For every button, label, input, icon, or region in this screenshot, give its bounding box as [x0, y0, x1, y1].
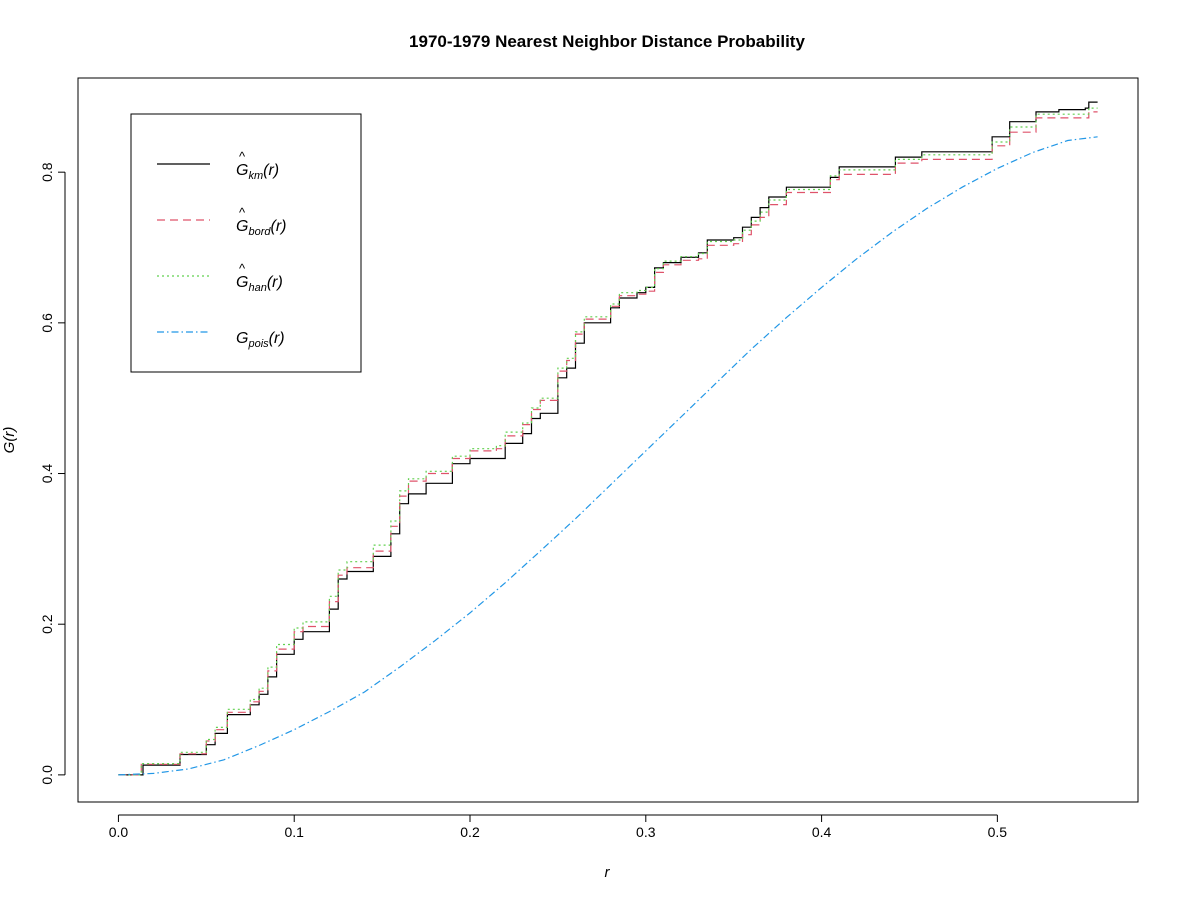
legend-hat-han: ^: [239, 261, 246, 276]
y-tick-label-group: 0.0: [39, 765, 55, 785]
x-tick-label: 0.3: [636, 824, 656, 840]
x-axis: 0.0 0.1 0.2 0.3 0.4 0.5: [109, 814, 1008, 840]
legend-label-bord: Gbord(r): [236, 218, 286, 238]
y-tick-label: 0.4: [39, 464, 55, 484]
y-tick-label-group: 0.4: [39, 464, 55, 484]
y-tick-label-group: 0.2: [39, 614, 55, 634]
y-tick-label-group: 0.6: [39, 313, 55, 333]
y-axis: 0.0 0.2 0.4 0.6 0.8: [39, 162, 66, 785]
y-tick-label: 0.2: [39, 614, 55, 634]
x-tick-label: 0.4: [812, 824, 832, 840]
y-tick-label: 0.6: [39, 313, 55, 333]
y-tick-label: 0.8: [39, 162, 55, 182]
x-tick-label: 0.1: [284, 824, 304, 840]
legend-label-han: Ghan(r): [236, 274, 283, 294]
legend-hat-bord: ^: [239, 205, 246, 220]
legend: Gkm(r)^Gbord(r)^Ghan(r)^Gpois(r): [130, 113, 362, 373]
legend-label-pois: Gpois(r): [236, 330, 285, 350]
y-axis-label: G(r): [1, 427, 18, 454]
x-tick-label: 0.0: [109, 824, 129, 840]
series-layer: [118, 101, 1098, 776]
x-axis-label: r: [605, 864, 611, 881]
series-km-line: [118, 101, 1098, 776]
legend-hat-km: ^: [239, 149, 246, 164]
x-tick-label: 0.2: [460, 824, 480, 840]
x-tick-label: 0.5: [988, 824, 1008, 840]
plot-frame: [77, 77, 1139, 803]
y-tick-label: 0.0: [39, 765, 55, 785]
series-pois-line: [118, 136, 1098, 776]
svg-text:G(r): G(r): [1, 427, 18, 454]
chart-title: 1970-1979 Nearest Neighbor Distance Prob…: [409, 32, 805, 51]
legend-label-km: Gkm(r): [236, 162, 279, 182]
legend-box: [130, 113, 362, 373]
y-tick-label-group: 0.8: [39, 162, 55, 182]
